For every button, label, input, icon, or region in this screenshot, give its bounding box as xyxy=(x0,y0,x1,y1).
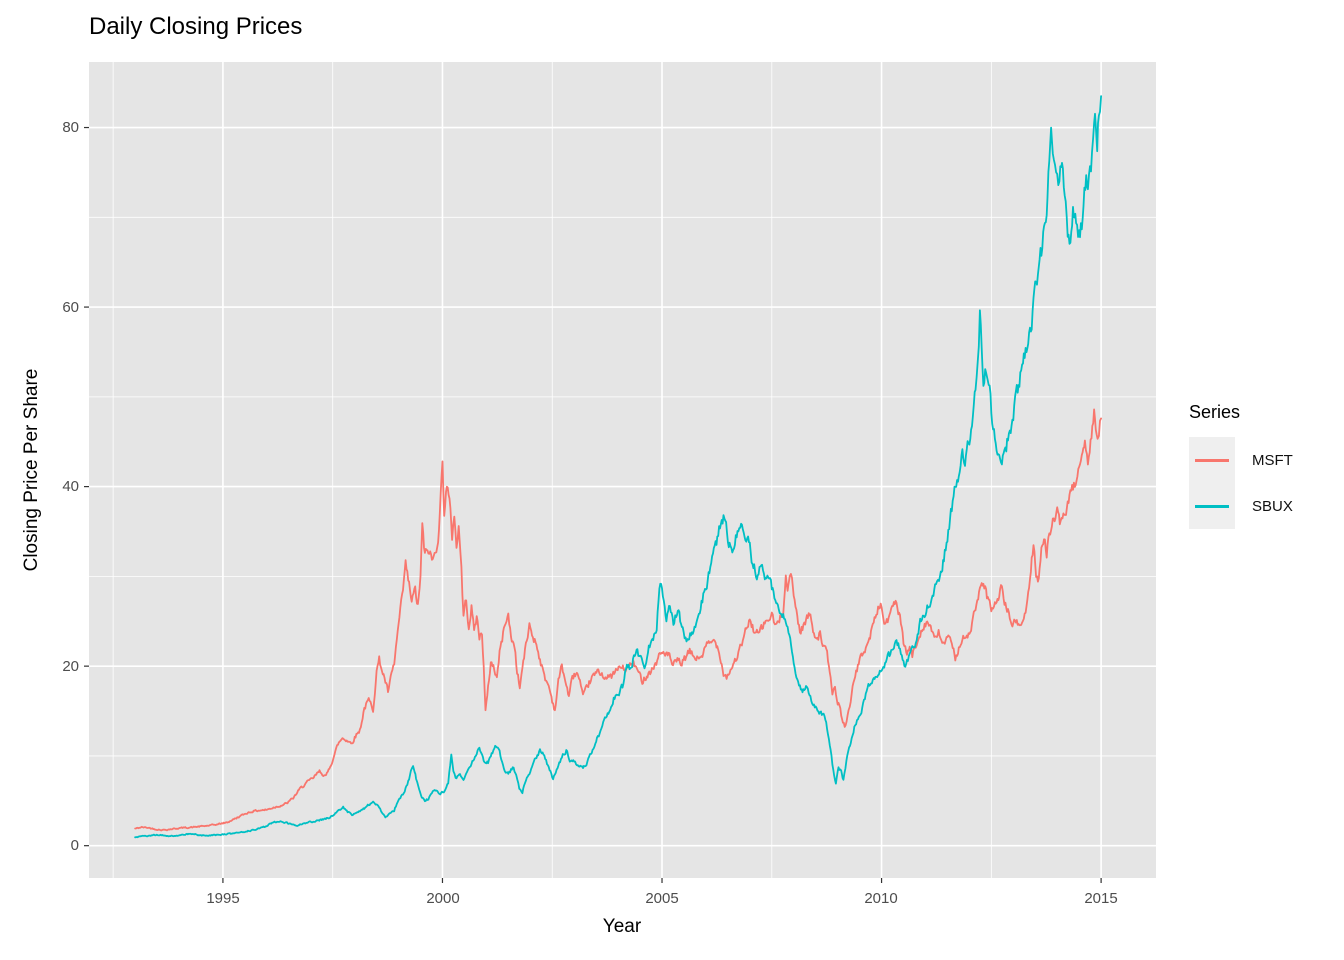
msft-line-swatch-icon xyxy=(1195,458,1229,462)
x-tick-label-2000: 2000 xyxy=(426,890,460,907)
x-tick-label-2015: 2015 xyxy=(1084,890,1118,907)
plot-panel xyxy=(89,62,1156,878)
legend: Series MSFT SBUX xyxy=(1189,402,1293,529)
legend-entry-sbux: SBUX xyxy=(1189,483,1293,529)
x-axis-title: Year xyxy=(602,916,642,937)
series-line-msft xyxy=(134,408,1102,832)
y-tick-label-40: 40 xyxy=(62,478,79,495)
legend-label-sbux: SBUX xyxy=(1252,497,1293,515)
legend-title: Series xyxy=(1189,402,1241,422)
legend-entry-msft: MSFT xyxy=(1189,437,1293,483)
y-axis-title: Closing Price Per Share xyxy=(21,368,42,572)
y-tick-label-0: 0 xyxy=(70,837,79,854)
y-tick-label-80: 80 xyxy=(62,119,79,136)
legend-label-msft: MSFT xyxy=(1252,451,1293,469)
y-tick-label-20: 20 xyxy=(62,658,79,675)
sbux-line-swatch-icon xyxy=(1195,504,1229,508)
legend-key-box xyxy=(1189,437,1235,483)
chart-title: Daily Closing Prices xyxy=(89,13,303,40)
x-tick-label-2010: 2010 xyxy=(864,890,898,907)
y-tick-label-60: 60 xyxy=(62,299,79,316)
series-line-sbux xyxy=(134,95,1102,839)
legend-key-box xyxy=(1189,483,1235,529)
x-tick-label-2005: 2005 xyxy=(645,890,679,907)
x-tick-label-1995: 1995 xyxy=(206,890,240,907)
